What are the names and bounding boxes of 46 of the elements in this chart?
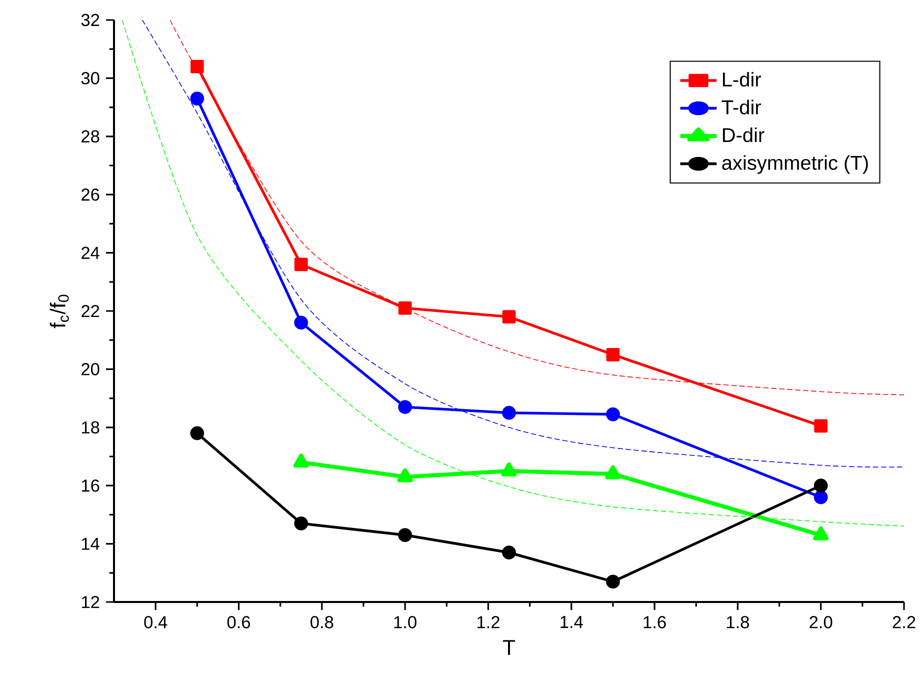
y-tick-label: 20 (82, 363, 100, 376)
point (398, 528, 412, 542)
x-tick-label: 1.4 (560, 616, 583, 628)
y-axis-title: f$_{c}$/f$_{0}$ (50, 294, 69, 328)
point (502, 546, 516, 560)
y-tick-label: 24 (82, 246, 100, 259)
legend-label: axisymmetric (T) (722, 155, 868, 174)
point (294, 258, 308, 272)
x-tick-label: 1.0 (394, 616, 416, 628)
point (294, 516, 308, 530)
y-tick-label: 12 (82, 596, 100, 608)
point (294, 316, 308, 330)
y-tick-label: 30 (81, 72, 100, 84)
point (606, 574, 620, 589)
point (814, 490, 828, 504)
point (502, 406, 516, 420)
x-tick-label: 0.4 (144, 616, 168, 628)
y-tick-label: 32 (81, 14, 100, 26)
point (398, 301, 412, 315)
y-tick-label: 18 (82, 421, 100, 434)
point (814, 478, 828, 493)
x-tick-label: 1.8 (726, 616, 749, 628)
x-tick-label: 1.6 (644, 616, 666, 628)
legend-label: T-dir (722, 100, 761, 114)
legend-label: L-dir (722, 72, 761, 87)
x-tick-label: 0.6 (227, 616, 250, 628)
x-axis-title: T (502, 640, 516, 655)
y-tick-label: 26 (82, 188, 100, 201)
point (606, 348, 620, 362)
x-tick-label: 1.2 (477, 616, 500, 628)
y-tick-label: 16 (82, 479, 100, 492)
point (293, 454, 309, 468)
point (190, 60, 204, 74)
point (606, 407, 620, 422)
point (190, 92, 204, 106)
legend-label: D-dir (722, 127, 764, 142)
point (814, 419, 828, 433)
y-tick-label: 14 (82, 538, 100, 550)
point (190, 426, 204, 440)
x-tick-label: 2.0 (810, 616, 832, 628)
y-tick-label: 28 (82, 130, 100, 143)
x-tick-label: 0.8 (310, 616, 334, 628)
x-tick-label: 2.2 (892, 616, 916, 628)
point (502, 310, 516, 324)
y-tick-label: 22 (82, 304, 100, 318)
point (398, 400, 412, 414)
